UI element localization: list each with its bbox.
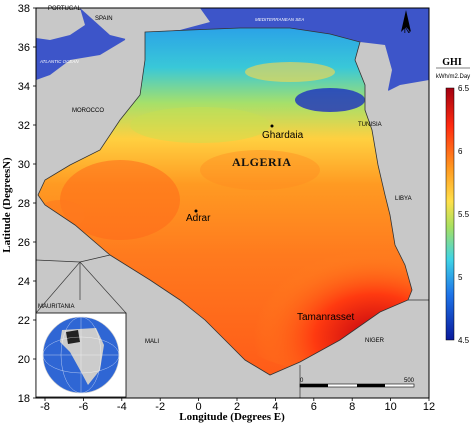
label-atlantic: ATLANTIC OCEAN bbox=[39, 59, 79, 64]
label-tunisia: TUNISIA bbox=[358, 122, 382, 128]
y-tick-label: 38 bbox=[18, 3, 30, 15]
spain-land bbox=[80, 8, 210, 40]
mediterranean-sea-area bbox=[140, 8, 429, 95]
colorbar-tick-label: 4.5 bbox=[458, 336, 470, 345]
x-tick-label: -6 bbox=[79, 401, 89, 413]
y-tick-label: 36 bbox=[18, 42, 30, 54]
marker-adrar bbox=[194, 209, 198, 213]
colorbar-unit: kWh/m2.Day bbox=[436, 74, 470, 80]
x-tick-label: 12 bbox=[423, 401, 435, 413]
x-tick-label: -2 bbox=[155, 401, 165, 413]
y-tick-label: 32 bbox=[18, 120, 30, 132]
x-tick-label: 8 bbox=[349, 401, 355, 413]
x-tick-label: -4 bbox=[117, 401, 127, 413]
y-tick-label: 30 bbox=[18, 159, 30, 171]
label-niger: NIGER bbox=[365, 338, 385, 344]
y-axis-label: Latitude (DegreesN) bbox=[1, 157, 13, 253]
label-mali: MALI bbox=[145, 339, 159, 345]
y-tick-label: 22 bbox=[18, 315, 30, 327]
x-tick-label: -8 bbox=[40, 401, 50, 413]
label-portugal: PORTUGAL bbox=[48, 6, 82, 12]
scale-bar: 0 500 bbox=[299, 378, 415, 388]
scale-start-label: 0 bbox=[300, 378, 304, 384]
label-libya: LIBYA bbox=[395, 196, 412, 202]
label-algeria: ALGERIA bbox=[232, 155, 292, 169]
label-spain: SPAIN bbox=[95, 16, 113, 22]
y-tick-label: 28 bbox=[18, 198, 30, 210]
y-axis-ticks: 38 36 34 32 30 28 26 24 22 20 18 bbox=[18, 3, 36, 405]
marker-ghardaia bbox=[270, 124, 274, 128]
colorbar-ramp bbox=[445, 87, 455, 341]
scale-end-label: 500 bbox=[404, 378, 415, 384]
y-tick-label: 34 bbox=[18, 81, 30, 93]
tunisia-land bbox=[355, 42, 398, 130]
label-mediterranean: MEDITERRANEAN SEA bbox=[255, 17, 304, 22]
label-mauritania: MAURITANIA bbox=[38, 304, 75, 310]
y-tick-label: 24 bbox=[18, 276, 30, 288]
x-tick-label: 0 bbox=[196, 401, 202, 413]
colorbar: GHI kWh/m2.Day 6.5 6 5.5 5 4.5 bbox=[436, 57, 470, 345]
x-tick-label: 10 bbox=[384, 401, 396, 413]
x-tick-label: 4 bbox=[272, 401, 278, 413]
y-tick-label: 18 bbox=[18, 393, 30, 405]
x-tick-label: 2 bbox=[234, 401, 240, 413]
label-tamanrasset: Tamanrasset bbox=[297, 312, 354, 323]
label-morocco: MOROCCO bbox=[72, 108, 104, 114]
y-tick-label: 20 bbox=[18, 354, 30, 366]
y-tick-label: 26 bbox=[18, 237, 30, 249]
colorbar-tick-label: 6.5 bbox=[458, 84, 470, 93]
x-axis-ticks: -8 -6 -4 -2 0 2 4 6 8 10 12 bbox=[40, 398, 435, 413]
portugal-land bbox=[36, 8, 85, 40]
colorbar-tick-label: 5.5 bbox=[458, 210, 470, 219]
algeria-border bbox=[37, 27, 413, 376]
label-adrar: Adrar bbox=[186, 213, 211, 224]
colorbar-tick-label: 6 bbox=[458, 147, 463, 156]
x-tick-label: 6 bbox=[311, 401, 317, 413]
colorbar-tick-label: 5 bbox=[458, 273, 463, 282]
colorbar-title: GHI bbox=[442, 57, 462, 68]
north-arrow: N bbox=[401, 10, 411, 35]
label-ghardaia: Ghardaia bbox=[262, 130, 304, 141]
globe-inset bbox=[35, 312, 127, 398]
x-axis-label: Longitude (Degrees E) bbox=[179, 411, 285, 423]
north-arrow-label: N bbox=[404, 25, 411, 35]
